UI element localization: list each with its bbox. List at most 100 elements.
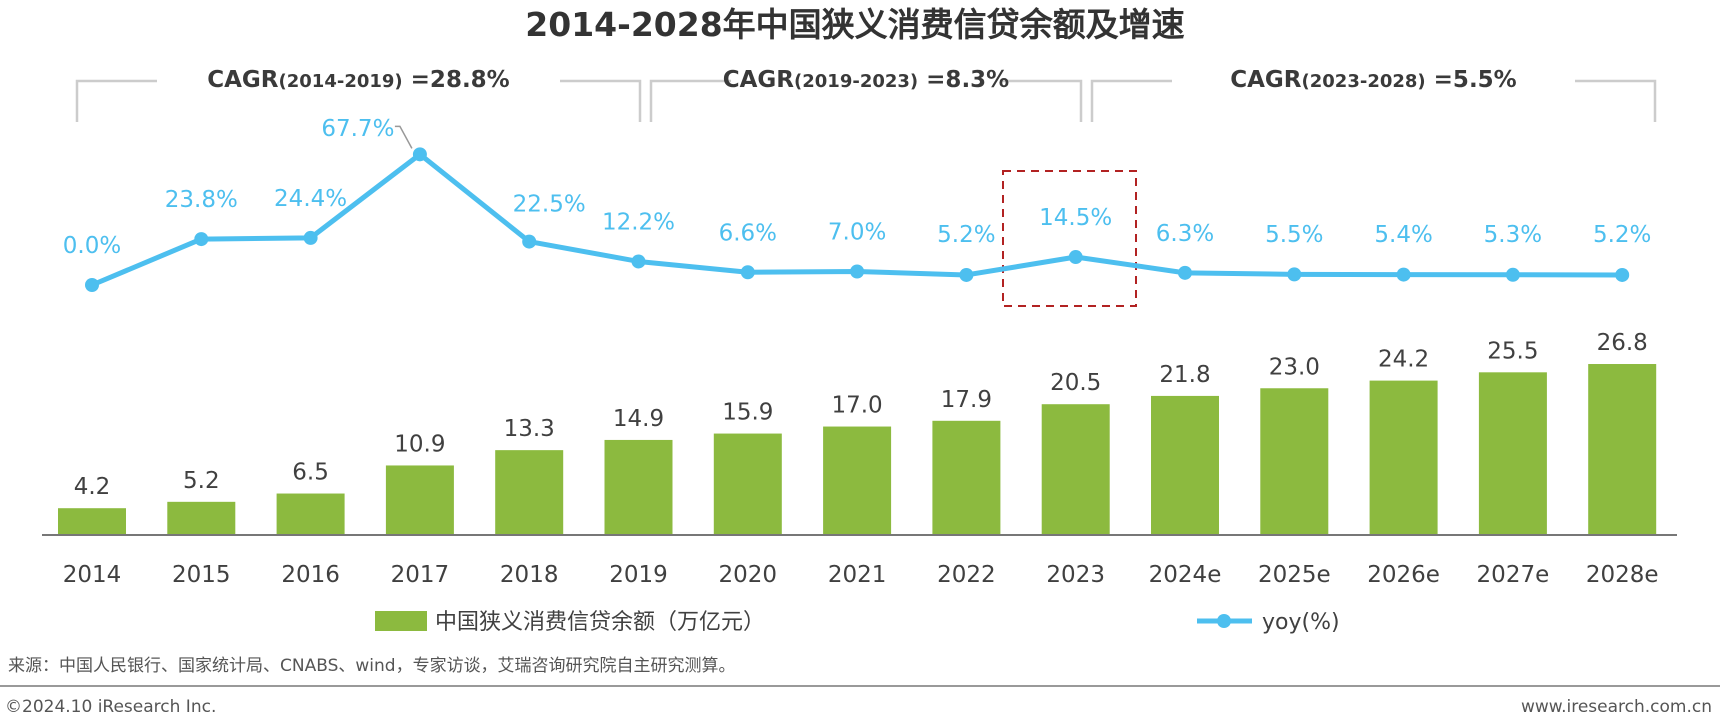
x-tick-2015: 2015	[172, 562, 231, 588]
bar-2014	[58, 508, 126, 535]
bar-label-2014: 4.2	[74, 474, 111, 500]
bar-label-2017: 10.9	[394, 431, 445, 457]
bar-2025e	[1260, 388, 1329, 535]
x-tick-2019: 2019	[609, 562, 668, 588]
yoy-label-2022: 5.2%	[937, 222, 995, 248]
yoy-label-2020: 6.6%	[719, 220, 777, 246]
bar-2019	[604, 439, 673, 535]
bar-label-2023: 20.5	[1050, 370, 1101, 396]
bar-label-2024e: 21.8	[1159, 362, 1210, 388]
x-tick-2025e: 2025e	[1258, 562, 1331, 588]
cagr-bracket-left-2	[1090, 79, 1172, 122]
legend-line-marker	[1217, 614, 1231, 628]
bar-2016	[276, 493, 345, 535]
cagr-bracket-left-1	[649, 79, 731, 122]
cagr-period: (2019-2023)	[794, 71, 918, 92]
x-tick-2028e: 2028e	[1586, 562, 1659, 588]
bar-2027e	[1478, 372, 1547, 535]
cagr-value: =8.3%	[918, 67, 1009, 93]
yoy-point-2020	[740, 265, 755, 280]
x-tick-2022: 2022	[937, 562, 996, 588]
yoy-label-2027e: 5.3%	[1484, 222, 1542, 248]
yoy-label-2019: 12.2%	[602, 209, 675, 235]
website: www.iresearch.com.cn	[1521, 697, 1712, 717]
yoy-label-2014: 0.0%	[63, 233, 121, 259]
yoy-label-2025e: 5.5%	[1265, 222, 1323, 248]
legend-bar-swatch	[375, 611, 427, 631]
copyright: ©2024.10 iResearch Inc.	[5, 697, 216, 717]
bar-2024e	[1151, 395, 1219, 535]
bar-2017	[385, 465, 454, 535]
cagr-label-2: CAGR(2023-2028) =5.5%	[1230, 67, 1516, 93]
yoy-point-2026e	[1396, 267, 1411, 282]
x-tick-2021: 2021	[828, 562, 887, 588]
bar-label-2026e: 24.2	[1378, 347, 1429, 373]
cagr-bracket-right-0	[560, 79, 642, 122]
legend-bar-label: 中国狭义消费信贷余额（万亿元）	[435, 610, 765, 635]
bar-label-2018: 13.3	[504, 416, 555, 442]
cagr-value: =28.8%	[403, 67, 510, 93]
yoy-point-2016	[303, 230, 318, 245]
cagr-period: (2014-2019)	[279, 71, 403, 92]
bar-2026e	[1369, 380, 1438, 535]
bar-label-2020: 15.9	[722, 400, 773, 426]
bar-label-2015: 5.2	[183, 468, 220, 494]
bar-2015	[167, 501, 236, 535]
leader-line-2017	[394, 125, 413, 149]
yoy-label-2021: 7.0%	[828, 219, 886, 245]
yoy-label-2017: 67.7%	[321, 116, 394, 142]
highlight-box-2023	[1002, 170, 1137, 307]
bar-2022	[932, 420, 1001, 535]
yoy-point-2024e	[1178, 265, 1192, 280]
legend-line-label: yoy(%)	[1262, 610, 1340, 635]
x-tick-2016: 2016	[281, 562, 340, 588]
yoy-point-2017	[412, 147, 427, 162]
x-tick-2018: 2018	[500, 562, 559, 588]
bar-label-2025e: 23.0	[1269, 354, 1320, 380]
cagr-prefix: CAGR	[723, 67, 795, 93]
yoy-label-2024e: 6.3%	[1156, 221, 1214, 247]
yoy-point-2014	[85, 278, 99, 292]
x-tick-2017: 2017	[391, 562, 450, 588]
yoy-point-2018	[522, 234, 537, 249]
yoy-point-2025e	[1287, 267, 1302, 282]
bar-2020	[713, 433, 782, 535]
source-note: 来源：中国人民银行、国家统计局、CNABS、wind，专家访谈，艾瑞咨询研究院自…	[8, 656, 736, 676]
yoy-label-2016: 24.4%	[274, 186, 347, 212]
bar-2018	[495, 450, 564, 535]
yoy-label-2028e: 5.2%	[1593, 222, 1651, 248]
bar-label-2019: 14.9	[613, 406, 664, 432]
yoy-point-2019	[631, 254, 646, 269]
cagr-bracket-right-2	[1575, 79, 1657, 122]
yoy-label-2023: 14.5%	[1039, 205, 1112, 231]
x-tick-2027e: 2027e	[1477, 562, 1550, 588]
x-tick-2023: 2023	[1046, 562, 1105, 588]
yoy-label-2026e: 5.4%	[1374, 222, 1432, 248]
cagr-label-1: CAGR(2019-2023) =8.3%	[723, 67, 1009, 93]
bar-2028e	[1588, 364, 1657, 535]
yoy-label-2018: 22.5%	[513, 192, 586, 218]
bar-2021	[823, 426, 892, 535]
cagr-label-0: CAGR(2014-2019) =28.8%	[207, 67, 509, 93]
chart-title: 2014-2028年中国狭义消费信贷余额及增速	[525, 5, 1184, 44]
bar-label-2022: 17.9	[941, 387, 992, 413]
x-tick-2014: 2014	[63, 562, 122, 588]
cagr-value: =5.5%	[1426, 67, 1517, 93]
yoy-point-2021	[850, 264, 865, 279]
cagr-prefix: CAGR	[1230, 67, 1302, 93]
bar-label-2028e: 26.8	[1597, 330, 1648, 356]
yoy-label-2015: 23.8%	[165, 187, 238, 213]
x-tick-2020: 2020	[719, 562, 778, 588]
yoy-point-2027e	[1505, 267, 1520, 282]
yoy-point-2015	[194, 232, 209, 247]
yoy-point-2023	[1068, 250, 1083, 265]
yoy-point-2022	[959, 267, 974, 282]
bar-2023	[1041, 404, 1110, 535]
cagr-period: (2023-2028)	[1302, 71, 1426, 92]
x-tick-2024e: 2024e	[1149, 562, 1222, 588]
cagr-prefix: CAGR	[207, 67, 279, 93]
cagr-bracket-left-0	[75, 79, 157, 122]
bar-label-2016: 6.5	[292, 460, 329, 486]
x-tick-2026e: 2026e	[1367, 562, 1440, 588]
